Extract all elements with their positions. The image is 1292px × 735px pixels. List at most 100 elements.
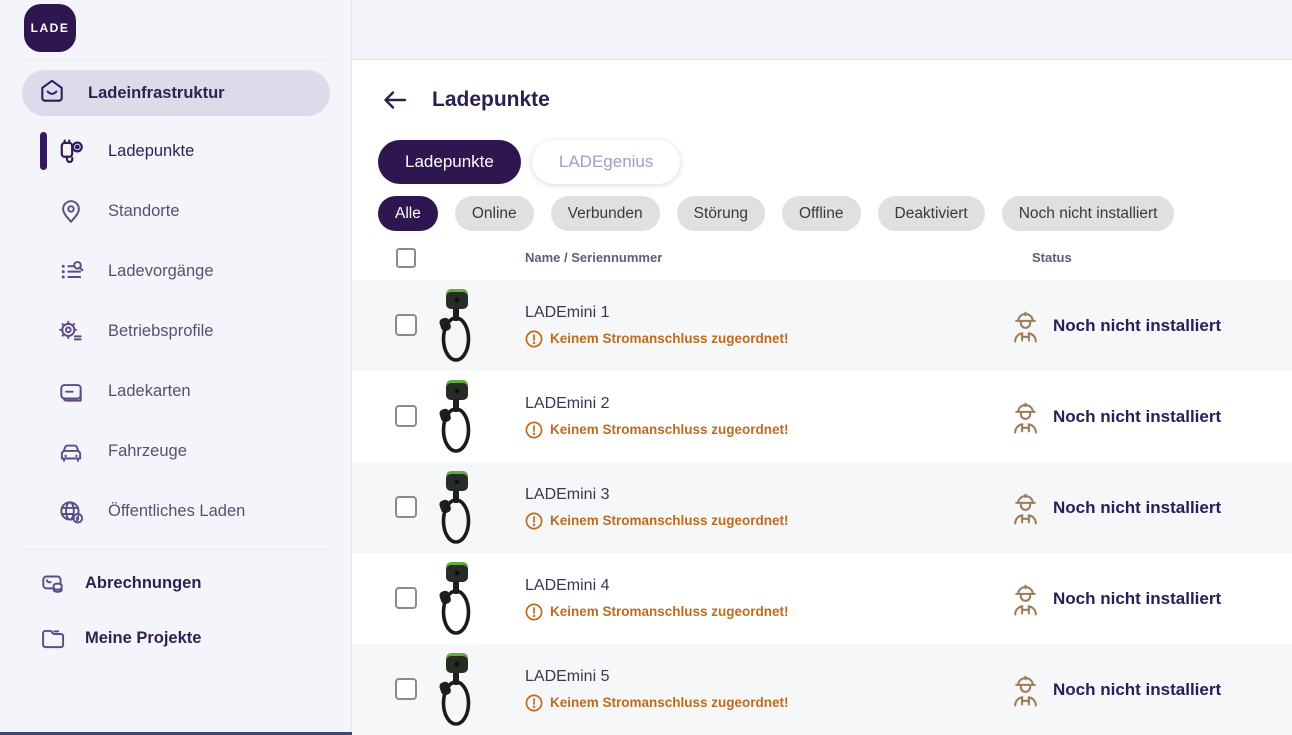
gear-list-icon [56,318,86,345]
status-text: Noch nicht installiert [1053,497,1222,517]
charger-product-image [433,378,478,459]
chip-label: Verbunden [567,204,643,222]
status-text: Noch nicht installiert [1053,679,1222,699]
warning-text: Keinem Stromanschluss zugeordnet! [550,604,789,619]
filter-chip-online[interactable]: Online [454,196,534,231]
map-pin-icon [56,198,86,225]
filter-chip-deaktiviert[interactable]: Deaktiviert [877,196,985,231]
sidebar-item-abrechnungen[interactable]: Abrechnungen [0,556,352,611]
status-cell: Noch nicht installiert [1011,280,1221,371]
charging-point-name: LADEmini 1 [525,303,610,321]
sidebar-item-label: Meine Projekte [85,629,202,647]
row-checkbox[interactable] [395,405,417,427]
divider [20,60,329,61]
sidebar-item-betriebsprofile[interactable]: Betriebsprofile [0,301,352,361]
back-arrow-icon[interactable] [382,90,408,110]
charging-point-name: LADEmini 2 [525,394,610,412]
charging-point-icon [56,137,86,165]
divider [20,549,332,550]
table-row[interactable]: LADEmini 4 Keinem Stromanschluss zugeord… [352,553,1292,644]
warning-icon [525,421,543,438]
folder-icon [38,625,68,652]
tab-ladegenius[interactable]: LADEgenius [531,140,681,184]
warning-row: Keinem Stromanschluss zugeordnet! [525,421,789,439]
table-row[interactable]: LADEmini 5 Keinem Stromanschluss zugeord… [352,644,1292,735]
filter-chip-stoerung[interactable]: Störung [676,196,765,231]
filter-chip-noch-nicht-installiert[interactable]: Noch nicht installiert [1001,196,1175,231]
warning-icon [525,694,543,711]
installer-worker-icon [1014,311,1037,342]
warning-row: Keinem Stromanschluss zugeordnet! [525,512,789,530]
warning-text: Keinem Stromanschluss zugeordnet! [550,422,789,437]
status-cell: Noch nicht installiert [1011,462,1221,553]
charger-product-image [433,469,478,550]
row-checkbox[interactable] [395,678,417,700]
sidebar-item-ladeinfrastruktur[interactable]: Ladeinfrastruktur [22,70,330,116]
status-cell: Noch nicht installiert [1011,371,1221,462]
name-cell: LADEmini 2 Keinem Stromanschluss zugeord… [525,371,789,462]
chip-label: Deaktiviert [894,204,968,222]
active-indicator [40,132,47,170]
chip-label: Störung [693,204,748,222]
sidebar-item-label: Ladepunkte [108,141,195,160]
sidebar-item-label: Ladevorgänge [108,261,214,280]
sidebar-item-ladevorgaenge[interactable]: Ladevorgänge [0,241,352,301]
column-header-status: Status [1032,250,1072,265]
sidebar-item-standorte[interactable]: Standorte [0,181,352,241]
status-text: Noch nicht installiert [1053,315,1222,335]
warning-text: Keinem Stromanschluss zugeordnet! [550,513,789,528]
name-cell: LADEmini 4 Keinem Stromanschluss zugeord… [525,553,789,644]
sidebar-item-label: Standorte [108,201,180,220]
car-icon [56,438,86,465]
table-row[interactable]: LADEmini 2 Keinem Stromanschluss zugeord… [352,371,1292,462]
charger-product-image [433,651,478,732]
table-header: Name / Seriennummer Status [352,240,1292,280]
sidebar-item-ladekarten[interactable]: Ladekarten [0,361,352,421]
card-icon [56,378,86,405]
status-filter-bar: Alle Online Verbunden Störung Offline De… [378,196,1175,231]
charging-point-name: LADEmini 3 [525,485,610,503]
filter-chip-alle[interactable]: Alle [378,196,438,231]
table-row[interactable]: LADEmini 1 Keinem Stromanschluss zugeord… [352,280,1292,371]
chip-label: Noch nicht installiert [1018,204,1158,222]
row-checkbox[interactable] [395,496,417,518]
charger-product-image [433,560,478,641]
name-cell: LADEmini 1 Keinem Stromanschluss zugeord… [525,280,789,371]
main-content: Ladepunkte Ladepunkte LADEgenius Alle On… [352,60,1292,735]
chip-label: Online [471,204,517,222]
sidebar-item-meine-projekte[interactable]: Meine Projekte [0,611,352,666]
page-title: Ladepunkte [432,88,550,111]
sidebar-item-fahrzeuge[interactable]: Fahrzeuge [0,421,352,481]
filter-chip-offline[interactable]: Offline [781,196,861,231]
table-row[interactable]: LADEmini 3 Keinem Stromanschluss zugeord… [352,462,1292,553]
tab-ladepunkte[interactable]: Ladepunkte [378,140,521,184]
status-text: Noch nicht installiert [1053,588,1222,608]
sidebar-item-label: Abrechnungen [85,574,202,592]
warning-icon [525,603,543,620]
installer-worker-icon [1014,493,1037,524]
status-text: Noch nicht installiert [1053,406,1222,426]
globe-badge-icon [56,498,86,525]
installer-worker-icon [1014,584,1037,615]
tab-label: LADEgenius [558,152,654,171]
sidebar-item-ladepunkte[interactable]: Ladepunkte [0,121,352,181]
row-checkbox[interactable] [395,587,417,609]
sidebar-item-oeffentliches-laden[interactable]: Öffentliches Laden [0,481,352,541]
select-all-checkbox[interactable] [396,248,416,268]
logo-text: LADE [30,21,70,35]
charger-product-image [433,287,478,368]
charging-point-name: LADEmini 5 [525,667,610,685]
tab-label: Ladepunkte [405,152,494,171]
filter-chip-verbunden[interactable]: Verbunden [550,196,660,231]
billing-icon [38,570,68,597]
warning-text: Keinem Stromanschluss zugeordnet! [550,331,789,346]
sidebar-sublist: Ladepunkte Standorte [0,121,352,541]
warning-row: Keinem Stromanschluss zugeordnet! [525,694,789,712]
list-search-icon [56,258,86,285]
sidebar-item-label: Öffentliches Laden [108,501,246,520]
charging-point-list: LADEmini 1 Keinem Stromanschluss zugeord… [352,280,1292,735]
installer-worker-icon [1014,675,1037,706]
sidebar-bottom-edge [0,732,352,735]
lade-logo[interactable]: LADE [24,4,76,52]
row-checkbox[interactable] [395,314,417,336]
